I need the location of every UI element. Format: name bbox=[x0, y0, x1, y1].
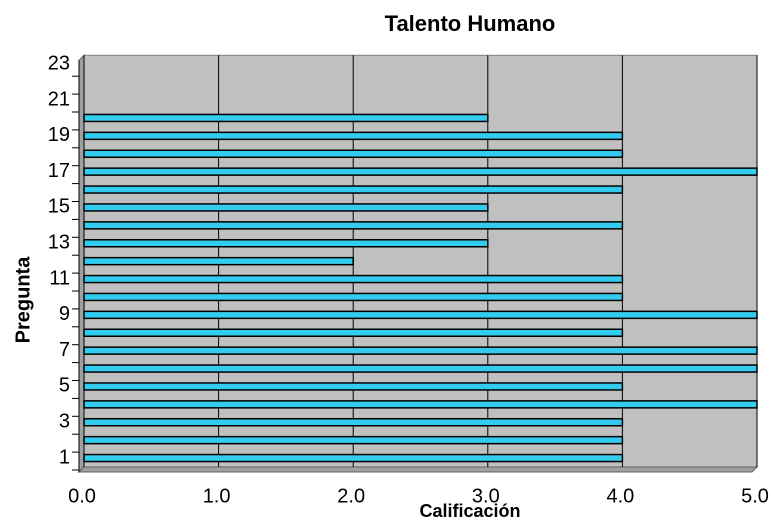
x-tick-label: 1.0 bbox=[203, 485, 231, 507]
y-tick-label: 3 bbox=[59, 411, 70, 433]
y-tick-label: 5 bbox=[59, 375, 70, 397]
bar bbox=[83, 274, 624, 284]
bar bbox=[83, 167, 758, 176]
bar bbox=[83, 221, 624, 230]
bar bbox=[83, 256, 354, 266]
bar bbox=[83, 400, 758, 409]
y-tick-label: 7 bbox=[59, 339, 70, 361]
bar bbox=[83, 346, 758, 355]
y-axis-label: Pregunta bbox=[12, 256, 34, 344]
bar bbox=[83, 310, 758, 320]
bar bbox=[83, 149, 624, 158]
y-tick-label: 19 bbox=[48, 124, 70, 146]
y-tick-label: 1 bbox=[59, 446, 70, 468]
bar bbox=[83, 113, 489, 123]
bar bbox=[83, 328, 624, 337]
y-tick-label: 15 bbox=[48, 196, 70, 218]
bar bbox=[83, 435, 624, 445]
bar bbox=[83, 185, 624, 194]
bar bbox=[83, 239, 489, 248]
x-tick-label: 0.0 bbox=[68, 485, 96, 507]
y-tick-label: 11 bbox=[49, 267, 70, 289]
y-tick-label: 23 bbox=[48, 53, 70, 75]
bar bbox=[83, 131, 624, 141]
plot-floor bbox=[77, 466, 759, 473]
bar bbox=[83, 418, 624, 427]
x-tick-label: 5.0 bbox=[741, 485, 769, 507]
x-tick-label: 2.0 bbox=[337, 485, 365, 507]
y-tick-label: 13 bbox=[48, 232, 70, 254]
y-tick-label: 9 bbox=[59, 303, 70, 325]
y-tick-label: 17 bbox=[48, 160, 70, 182]
x-tick-label: 3.0 bbox=[472, 485, 500, 507]
chart-title: Talento Humano bbox=[385, 11, 556, 36]
bar bbox=[83, 453, 624, 463]
bar bbox=[83, 364, 758, 373]
bar bbox=[83, 292, 624, 302]
bar bbox=[83, 382, 624, 391]
bar bbox=[83, 203, 489, 212]
y-tick-label: 21 bbox=[48, 88, 70, 110]
x-tick-label: 4.0 bbox=[606, 485, 634, 507]
x-axis-label: Calificación bbox=[419, 501, 520, 521]
